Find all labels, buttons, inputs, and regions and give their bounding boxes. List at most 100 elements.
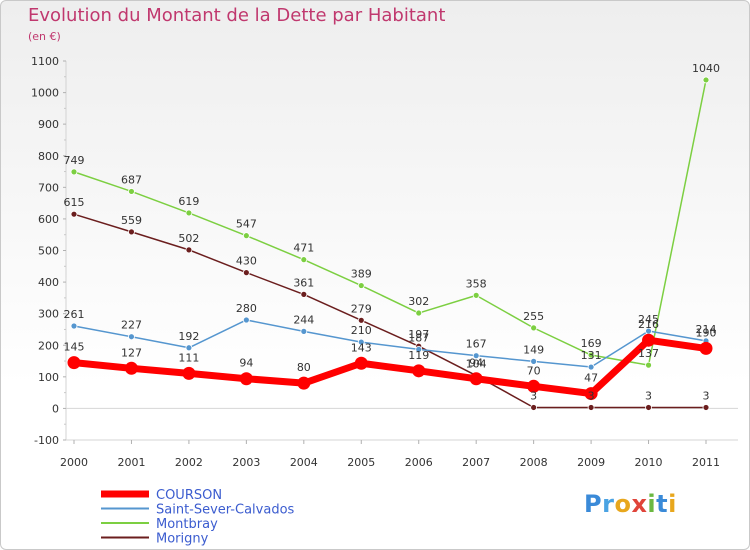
data-point-montbray	[587, 351, 595, 359]
data-label-saint-sever-calvados: 187	[408, 331, 429, 344]
data-point-montbray	[185, 209, 193, 217]
data-point-morigny	[242, 269, 250, 277]
data-label-montbray: 389	[351, 268, 372, 281]
data-label-morigny: 361	[293, 276, 314, 289]
data-point-montbray	[70, 168, 78, 176]
data-label-morigny: 430	[236, 255, 257, 268]
data-label-saint-sever-calvados: 227	[121, 319, 142, 332]
data-label-montbray: 169	[581, 337, 602, 350]
logo-letter: i	[668, 490, 677, 518]
data-point-morigny	[702, 404, 710, 411]
y-tick-label: 200	[38, 339, 59, 352]
data-label-courson: 190	[696, 326, 717, 339]
data-point-courson	[469, 372, 483, 386]
data-label-courson: 119	[408, 349, 429, 362]
data-label-montbray: 255	[523, 310, 544, 323]
data-label-courson: 94	[239, 357, 253, 370]
data-point-courson	[239, 372, 253, 386]
y-tick-label: 100	[38, 371, 59, 384]
legend-label-courson: COURSON	[156, 488, 222, 503]
data-label-saint-sever-calvados: 167	[466, 338, 487, 351]
data-point-courson	[297, 376, 311, 390]
x-tick-label: 2008	[520, 456, 548, 469]
data-point-courson	[412, 364, 426, 378]
data-point-saint-sever-calvados	[242, 316, 250, 324]
data-point-saint-sever-calvados	[357, 338, 365, 346]
x-tick-label: 2010	[635, 456, 663, 469]
data-label-courson: 145	[64, 341, 85, 354]
data-label-saint-sever-calvados: 192	[178, 330, 199, 343]
legend-label-montbray: Montbray	[156, 517, 218, 532]
data-point-montbray	[472, 291, 480, 299]
data-label-morigny: 279	[351, 302, 372, 315]
x-tick-label: 2006	[405, 456, 433, 469]
logo-letter: P	[584, 490, 603, 518]
data-point-morigny	[185, 246, 193, 254]
data-label-morigny: 615	[64, 196, 85, 209]
series-line-courson	[70, 336, 710, 398]
proxiti-logo: Proxiti	[584, 490, 677, 518]
data-label-saint-sever-calvados: 131	[581, 349, 602, 362]
x-tick-label: 2000	[60, 456, 88, 469]
data-point-saint-sever-calvados	[530, 357, 538, 365]
x-tick-label: 2004	[290, 456, 318, 469]
y-tick-label: 400	[38, 276, 59, 289]
data-point-saint-sever-calvados	[128, 333, 135, 341]
data-label-morigny: 3	[588, 389, 595, 402]
y-tick-label: 1000	[31, 87, 59, 100]
y-tick-label: 600	[38, 213, 59, 226]
logo-letter: i	[647, 490, 657, 518]
data-label-montbray: 749	[64, 154, 85, 167]
data-point-morigny	[70, 210, 78, 218]
legend-label-saint-sever-calvados: Saint-Sever-Calvados	[156, 503, 295, 518]
y-tick-label: 800	[38, 150, 59, 163]
data-label-saint-sever-calvados: 280	[236, 302, 257, 315]
data-point-saint-sever-calvados	[587, 363, 595, 371]
data-label-saint-sever-calvados: 261	[64, 308, 85, 321]
chart-title: Evolution du Montant de la Dette par Hab…	[28, 5, 446, 26]
data-point-morigny	[128, 228, 135, 236]
y-tick-label: 300	[38, 308, 59, 321]
x-tick-label: 2011	[692, 456, 720, 469]
data-label-courson: 80	[297, 361, 311, 374]
data-label-saint-sever-calvados: 245	[638, 313, 659, 326]
x-tick-label: 2009	[577, 456, 605, 469]
data-label-saint-sever-calvados: 149	[523, 343, 544, 356]
data-point-montbray	[415, 309, 423, 317]
legend-label-morigny: Morigny	[156, 532, 209, 547]
x-tick-label: 2007	[462, 456, 490, 469]
x-tick-label: 2001	[117, 456, 145, 469]
data-point-saint-sever-calvados	[472, 352, 480, 360]
data-point-morigny	[357, 316, 365, 324]
data-point-morigny	[587, 404, 595, 411]
data-label-montbray: 687	[121, 173, 142, 186]
data-point-courson	[642, 333, 656, 347]
y-tick-label: 900	[38, 118, 59, 131]
data-point-montbray	[530, 324, 538, 332]
data-point-saint-sever-calvados	[70, 322, 78, 330]
logo-letter: x	[631, 490, 648, 518]
data-point-montbray	[357, 282, 365, 289]
data-point-montbray	[702, 76, 710, 84]
data-label-courson: 143	[351, 341, 372, 354]
data-label-morigny: 104	[466, 358, 487, 371]
data-label-courson: 111	[178, 351, 199, 364]
y-tick-label: 700	[38, 181, 59, 194]
data-point-courson	[584, 387, 598, 401]
logo-letter: t	[656, 490, 669, 518]
data-label-montbray: 547	[236, 218, 257, 231]
data-label-courson: 70	[527, 364, 541, 377]
data-point-saint-sever-calvados	[300, 327, 308, 335]
data-point-montbray	[242, 232, 250, 240]
y-tick-label: 1100	[31, 55, 59, 68]
data-label-montbray: 302	[408, 295, 429, 308]
logo-letter: o	[614, 490, 632, 518]
data-point-montbray	[300, 256, 308, 264]
data-label-morigny: 197	[408, 328, 429, 341]
y-tick-label: 0	[52, 402, 59, 415]
series-line-morigny	[73, 213, 707, 409]
data-label-montbray: 137	[638, 347, 659, 360]
data-point-morigny	[300, 291, 308, 298]
x-tick-label: 2003	[232, 456, 260, 469]
